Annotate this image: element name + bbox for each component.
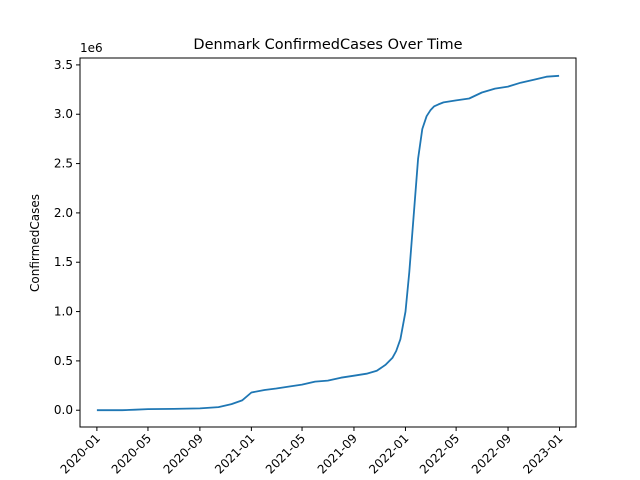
- x-tick-label: 2020-05: [109, 431, 154, 476]
- x-tick-label: 2021-01: [212, 431, 257, 476]
- x-tick-label: 2022-05: [417, 431, 462, 476]
- chart-title: Denmark ConfirmedCases Over Time: [193, 37, 462, 53]
- y-axis: 0.0 0.5 1.0 1.5 2.0 2.5 3.0 3.5: [54, 58, 80, 417]
- x-tick-label: 2022-09: [469, 431, 514, 476]
- x-tick-label: 2020-01: [58, 431, 103, 476]
- series-line: [96, 74, 560, 412]
- x-axis: 2020-01 2020-05 2020-09 2021-01 2021-05 2021-…: [58, 427, 566, 477]
- plot-frame: [79, 57, 577, 428]
- y-tick-label: 0.0: [54, 403, 73, 417]
- y-offset-label: 1e6: [80, 41, 103, 55]
- y-axis-label: ConfirmedCases: [28, 194, 42, 292]
- y-tick-label: 3.5: [54, 58, 73, 72]
- x-tick-label: 2023-01: [520, 431, 565, 476]
- x-tick-label: 2021-05: [263, 431, 308, 476]
- x-tick-label: 2021-09: [315, 431, 360, 476]
- y-tick-label: 2.0: [54, 206, 73, 220]
- y-tick-label: 0.5: [54, 354, 73, 368]
- y-tick-label: 1.0: [54, 305, 73, 319]
- y-tick-label: 2.5: [54, 157, 73, 171]
- x-tick-label: 2022-01: [366, 431, 411, 476]
- y-tick-label: 3.0: [54, 107, 73, 121]
- y-tick-label: 1.5: [54, 255, 73, 269]
- x-tick-label: 2020-09: [161, 431, 206, 476]
